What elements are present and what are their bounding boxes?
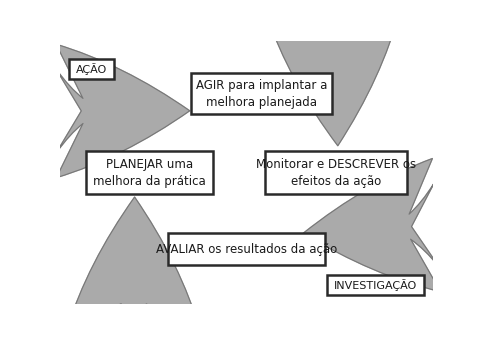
FancyBboxPatch shape — [190, 73, 332, 114]
FancyArrowPatch shape — [56, 44, 189, 177]
FancyBboxPatch shape — [86, 151, 213, 195]
FancyArrowPatch shape — [266, 10, 399, 146]
Text: Monitorar e DESCREVER os
efeitos da ação: Monitorar e DESCREVER os efeitos da ação — [255, 158, 415, 188]
FancyBboxPatch shape — [264, 151, 406, 195]
Text: AGIR para implantar a
melhora planejada: AGIR para implantar a melhora planejada — [195, 79, 326, 109]
FancyBboxPatch shape — [168, 233, 324, 265]
Text: INVESTIGAÇÃO: INVESTIGAÇÃO — [333, 279, 416, 291]
FancyBboxPatch shape — [326, 275, 423, 294]
FancyArrowPatch shape — [67, 197, 200, 331]
FancyBboxPatch shape — [69, 59, 114, 79]
Text: PLANEJAR uma
melhora da prática: PLANEJAR uma melhora da prática — [93, 158, 205, 188]
Text: AÇÃO: AÇÃO — [76, 63, 107, 75]
FancyArrowPatch shape — [303, 159, 440, 292]
Text: AVALIAR os resultados da ação: AVALIAR os resultados da ação — [156, 242, 336, 255]
